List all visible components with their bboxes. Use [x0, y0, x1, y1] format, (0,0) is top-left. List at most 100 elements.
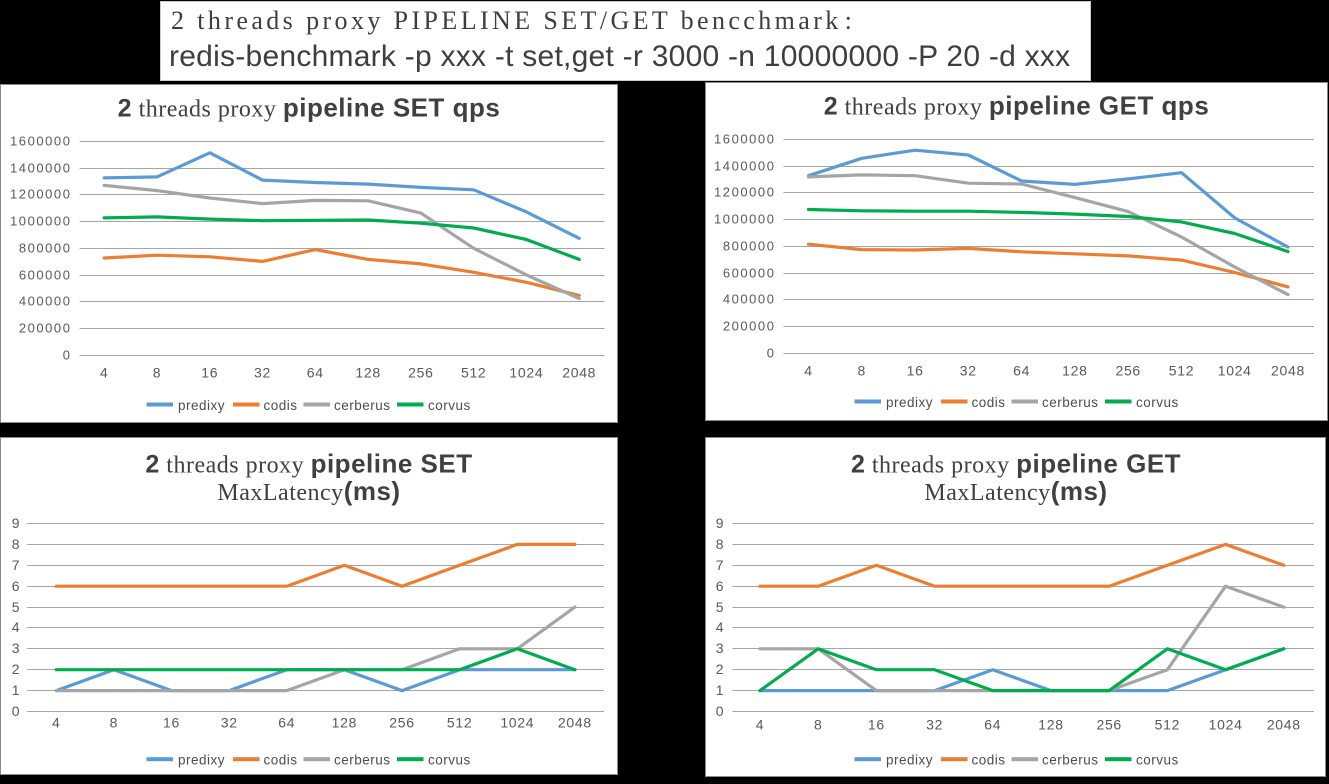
svg-text:32: 32: [960, 363, 977, 379]
svg-text:800000: 800000: [723, 239, 776, 254]
svg-text:1000000: 1000000: [10, 214, 71, 229]
svg-text:predixy: predixy: [178, 398, 225, 413]
svg-text:predixy: predixy: [886, 395, 933, 410]
svg-text:2 threads proxy PIPELINE SET/G: 2 threads proxy PIPELINE SET/GET bencchm…: [171, 6, 855, 35]
svg-text:0: 0: [767, 346, 776, 361]
svg-text:predixy: predixy: [178, 753, 225, 768]
svg-text:1600000: 1600000: [10, 134, 71, 149]
svg-text:2048: 2048: [562, 365, 596, 381]
svg-text:512: 512: [1169, 363, 1194, 379]
svg-text:1400000: 1400000: [714, 159, 775, 174]
svg-text:2048: 2048: [1271, 363, 1305, 379]
svg-text:7: 7: [716, 557, 724, 573]
svg-text:400000: 400000: [723, 292, 776, 307]
svg-text:1024: 1024: [1218, 363, 1252, 379]
svg-text:0: 0: [716, 703, 724, 719]
svg-text:codis: codis: [972, 753, 1006, 768]
svg-text:cerberus: cerberus: [1042, 395, 1099, 410]
svg-text:MaxLatency(ms): MaxLatency(ms): [924, 476, 1107, 506]
svg-text:0: 0: [63, 348, 72, 363]
svg-text:codis: codis: [972, 395, 1006, 410]
svg-text:cerberus: cerberus: [334, 398, 391, 413]
svg-text:redis-benchmark -p xxx -t set,: redis-benchmark -p xxx -t set,get -r 300…: [169, 40, 1070, 73]
svg-text:64: 64: [278, 715, 295, 731]
svg-text:2 threads proxy pipeline SET: 2 threads proxy pipeline SET: [145, 449, 472, 479]
svg-text:cerberus: cerberus: [1042, 753, 1099, 768]
svg-text:200000: 200000: [723, 319, 776, 334]
svg-text:512: 512: [447, 715, 472, 731]
svg-text:64: 64: [1013, 363, 1030, 379]
svg-text:2 threads proxy pipeline GET q: 2 threads proxy pipeline GET qps: [824, 91, 1210, 121]
svg-text:2: 2: [12, 661, 20, 677]
svg-text:corvus: corvus: [428, 753, 471, 768]
svg-text:9: 9: [12, 515, 20, 531]
svg-text:600000: 600000: [19, 268, 72, 283]
svg-text:32: 32: [221, 715, 238, 731]
svg-text:8: 8: [814, 717, 823, 733]
svg-text:cerberus: cerberus: [334, 753, 391, 768]
svg-text:128: 128: [355, 365, 380, 381]
svg-text:2 threads proxy pipeline SET q: 2 threads proxy pipeline SET qps: [118, 93, 501, 123]
svg-text:32: 32: [926, 717, 943, 733]
svg-text:codis: codis: [264, 753, 298, 768]
svg-text:800000: 800000: [19, 241, 72, 256]
svg-text:4: 4: [100, 365, 109, 381]
svg-text:16: 16: [163, 715, 180, 731]
svg-text:16: 16: [907, 363, 924, 379]
svg-text:8: 8: [110, 715, 119, 731]
svg-text:256: 256: [1096, 717, 1121, 733]
svg-text:1024: 1024: [500, 715, 534, 731]
svg-text:2: 2: [716, 661, 724, 677]
svg-text:256: 256: [1115, 363, 1140, 379]
svg-text:2048: 2048: [558, 715, 592, 731]
svg-text:6: 6: [12, 578, 20, 594]
svg-text:128: 128: [1062, 363, 1087, 379]
svg-text:predixy: predixy: [886, 753, 933, 768]
svg-text:1200000: 1200000: [10, 187, 71, 202]
svg-text:4: 4: [52, 715, 61, 731]
svg-text:1024: 1024: [1209, 717, 1243, 733]
svg-text:5: 5: [716, 599, 724, 615]
svg-text:corvus: corvus: [1136, 753, 1179, 768]
svg-text:corvus: corvus: [428, 398, 471, 413]
svg-text:2 threads proxy pipeline GET: 2 threads proxy pipeline GET: [851, 449, 1181, 479]
svg-text:16: 16: [201, 365, 218, 381]
svg-text:codis: codis: [264, 398, 298, 413]
svg-text:4: 4: [716, 619, 724, 635]
svg-text:8: 8: [12, 536, 20, 552]
svg-text:256: 256: [389, 715, 414, 731]
svg-text:1000000: 1000000: [714, 212, 775, 227]
svg-text:200000: 200000: [19, 321, 72, 336]
svg-text:1: 1: [716, 682, 724, 698]
svg-text:1600000: 1600000: [714, 132, 775, 147]
svg-text:1: 1: [12, 682, 20, 698]
svg-text:8: 8: [858, 363, 867, 379]
svg-text:64: 64: [984, 717, 1001, 733]
svg-text:256: 256: [408, 365, 433, 381]
svg-text:6: 6: [716, 578, 724, 594]
svg-text:400000: 400000: [19, 294, 72, 309]
svg-text:1024: 1024: [509, 365, 543, 381]
svg-text:MaxLatency(ms): MaxLatency(ms): [217, 476, 400, 506]
svg-text:7: 7: [12, 557, 20, 573]
svg-text:2048: 2048: [1267, 717, 1301, 733]
svg-text:512: 512: [1155, 717, 1180, 733]
svg-text:8: 8: [153, 365, 162, 381]
svg-text:corvus: corvus: [1136, 395, 1179, 410]
svg-text:5: 5: [12, 599, 20, 615]
svg-text:3: 3: [12, 640, 20, 656]
svg-text:3: 3: [716, 640, 724, 656]
svg-text:4: 4: [804, 363, 813, 379]
svg-text:16: 16: [868, 717, 885, 733]
svg-text:1400000: 1400000: [10, 161, 71, 176]
svg-text:32: 32: [254, 365, 271, 381]
svg-text:0: 0: [12, 703, 20, 719]
svg-text:128: 128: [332, 715, 357, 731]
svg-text:4: 4: [12, 619, 20, 635]
svg-text:8: 8: [716, 536, 724, 552]
svg-text:512: 512: [461, 365, 486, 381]
svg-text:4: 4: [756, 717, 765, 733]
svg-text:9: 9: [716, 515, 724, 531]
svg-text:1200000: 1200000: [714, 185, 775, 200]
svg-text:600000: 600000: [723, 266, 776, 281]
